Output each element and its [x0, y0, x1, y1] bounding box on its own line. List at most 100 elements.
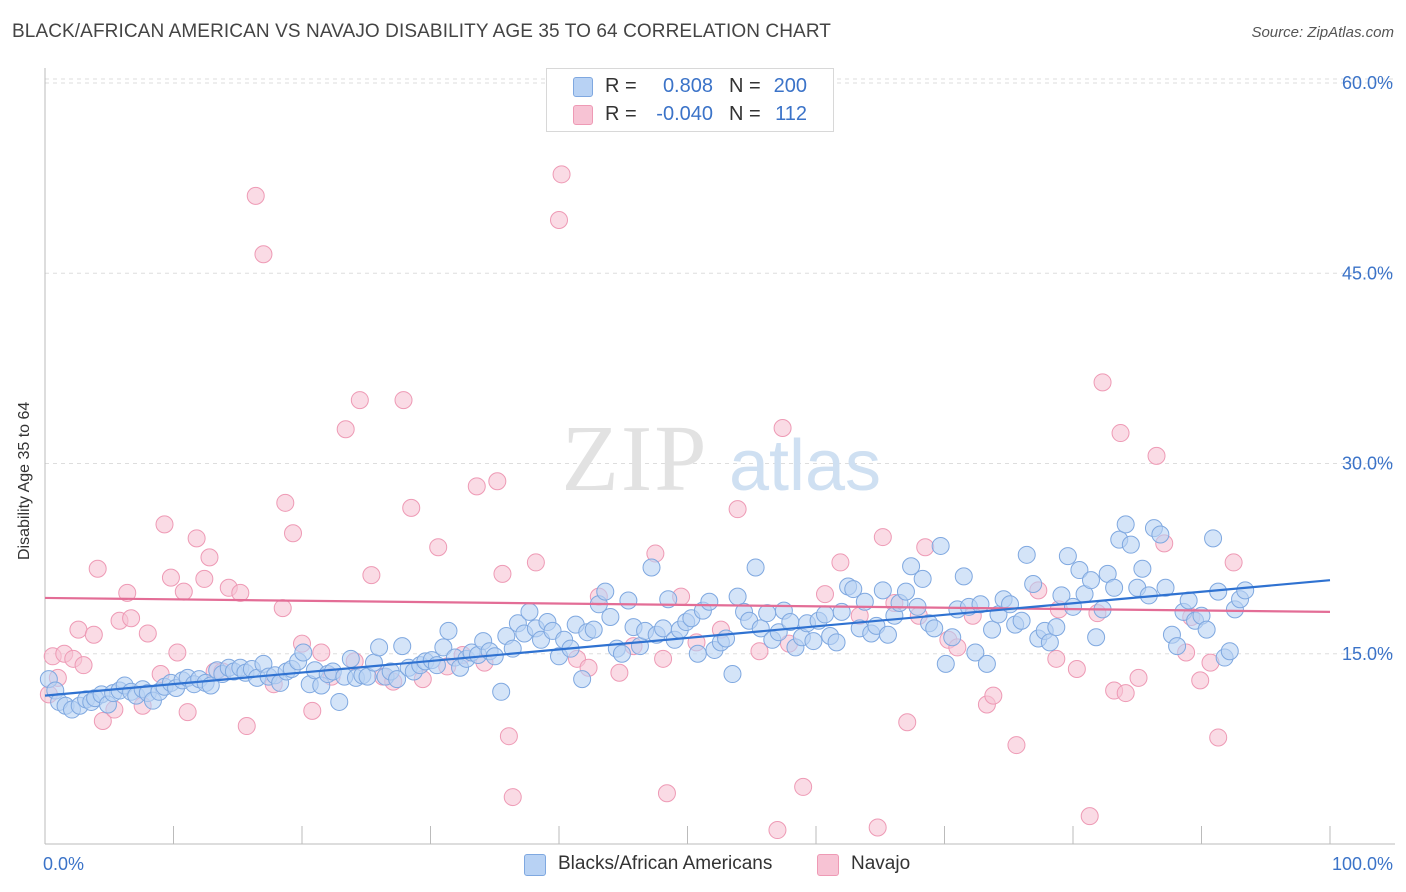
data-point-black — [1040, 633, 1059, 652]
tick-labels: 15.0% 30.0% 45.0% 60.0% 0.0% 100.0% — [43, 73, 1393, 874]
data-point-navajo — [1067, 659, 1086, 678]
data-point-navajo — [728, 500, 747, 519]
data-point-black — [931, 536, 950, 555]
y-tick-label: 45.0% — [1342, 263, 1393, 283]
data-point-black — [642, 558, 661, 577]
data-point-black — [364, 653, 383, 672]
legend-r-label: R = — [605, 75, 637, 97]
data-point-black — [983, 620, 1002, 639]
data-point-navajo — [231, 583, 250, 602]
data-point-black — [954, 567, 973, 586]
legend-row-navajo: R = -0.040 N = 112 — [547, 101, 833, 127]
watermark: ZIP atlas — [562, 407, 882, 511]
data-point-black — [439, 621, 458, 640]
data-point-black — [936, 654, 955, 673]
data-point-navajo — [898, 713, 917, 732]
data-point-navajo — [526, 553, 545, 572]
data-point-navajo — [984, 686, 1003, 705]
data-point-black — [815, 605, 834, 624]
data-point-navajo — [350, 391, 369, 410]
data-point-navajo — [394, 391, 413, 410]
data-point-navajo — [161, 568, 180, 587]
axes — [44, 68, 1395, 845]
data-point-black — [601, 607, 620, 626]
data-point-navajo — [246, 186, 265, 205]
data-point-navajo — [1007, 736, 1026, 755]
legend-swatch-blue — [524, 854, 546, 876]
data-point-navajo — [200, 548, 219, 567]
trend-lines — [44, 579, 1331, 697]
data-point-navajo — [402, 498, 421, 517]
data-point-black — [717, 629, 736, 648]
data-point-black — [688, 644, 707, 663]
data-point-black — [388, 670, 407, 689]
data-point-navajo — [1224, 553, 1243, 572]
data-point-navajo — [1209, 728, 1228, 747]
data-point-black — [913, 569, 932, 588]
data-point-navajo — [336, 420, 355, 439]
data-point-navajo — [750, 642, 769, 661]
data-point-black — [1121, 535, 1140, 554]
y-axis-label: Disability Age 35 to 64 — [16, 401, 33, 560]
data-point-black — [1024, 574, 1043, 593]
legend-n-label: N = — [729, 103, 761, 125]
data-point-navajo — [831, 553, 850, 572]
data-point-navajo — [1047, 649, 1066, 668]
data-point-black — [434, 638, 453, 657]
data-point-navajo — [195, 569, 214, 588]
data-point-black — [1070, 561, 1089, 580]
data-point-black — [520, 602, 539, 621]
legend-r-value: -0.040 — [656, 103, 713, 125]
data-point-black — [804, 632, 823, 651]
watermark-atlas: atlas — [729, 426, 881, 506]
data-point-navajo — [362, 566, 381, 585]
data-point-navajo — [815, 585, 834, 604]
data-point-black — [492, 682, 511, 701]
data-point-navajo — [499, 727, 518, 746]
data-point-black — [584, 620, 603, 639]
data-point-navajo — [168, 643, 187, 662]
data-point-black — [844, 580, 863, 599]
data-point-navajo — [552, 165, 571, 184]
legend-n-value: 200 — [773, 75, 807, 97]
data-point-black — [1047, 618, 1066, 637]
data-point-black — [1236, 581, 1255, 600]
y-tick-label: 15.0% — [1342, 644, 1393, 664]
data-point-navajo — [550, 210, 568, 229]
data-point-black — [977, 654, 996, 673]
legend-swatch-pink — [573, 105, 593, 125]
legend-r-label: R = — [605, 103, 637, 125]
gridlines — [45, 78, 1395, 655]
data-point-navajo — [1191, 671, 1210, 690]
data-point-black — [612, 644, 631, 663]
data-point-navajo — [187, 529, 206, 548]
chart-title: BLACK/AFRICAN AMERICAN VS NAVAJO DISABIL… — [12, 21, 831, 42]
y-tick-label: 60.0% — [1342, 73, 1393, 93]
x-tick-label: 0.0% — [43, 854, 84, 874]
source-label: Source: ZipAtlas.com — [1251, 24, 1394, 41]
legend-n-value: 112 — [775, 103, 807, 125]
trend-line-navajo — [44, 596, 1331, 613]
data-point-black — [1105, 578, 1124, 597]
data-point-black — [1116, 515, 1135, 534]
trend-line-black — [44, 579, 1331, 697]
data-point-black — [393, 637, 412, 656]
data-point-navajo — [312, 643, 331, 662]
data-point-navajo — [303, 701, 322, 720]
data-point-black — [294, 643, 313, 662]
data-point-black — [1058, 547, 1077, 566]
data-point-navajo — [654, 649, 673, 668]
data-point-black — [769, 623, 788, 642]
data-point-navajo — [1111, 424, 1130, 443]
data-point-black — [659, 590, 678, 609]
data-point-black — [1012, 611, 1031, 630]
data-point-navajo — [1147, 446, 1166, 465]
data-point-navajo — [1080, 807, 1099, 826]
data-point-black — [758, 604, 777, 623]
data-point-navajo — [69, 620, 88, 639]
legend-label-navajo: Navajo — [851, 853, 911, 874]
data-point-black — [596, 582, 615, 601]
data-point-navajo — [610, 663, 629, 682]
data-point-navajo — [493, 564, 512, 583]
